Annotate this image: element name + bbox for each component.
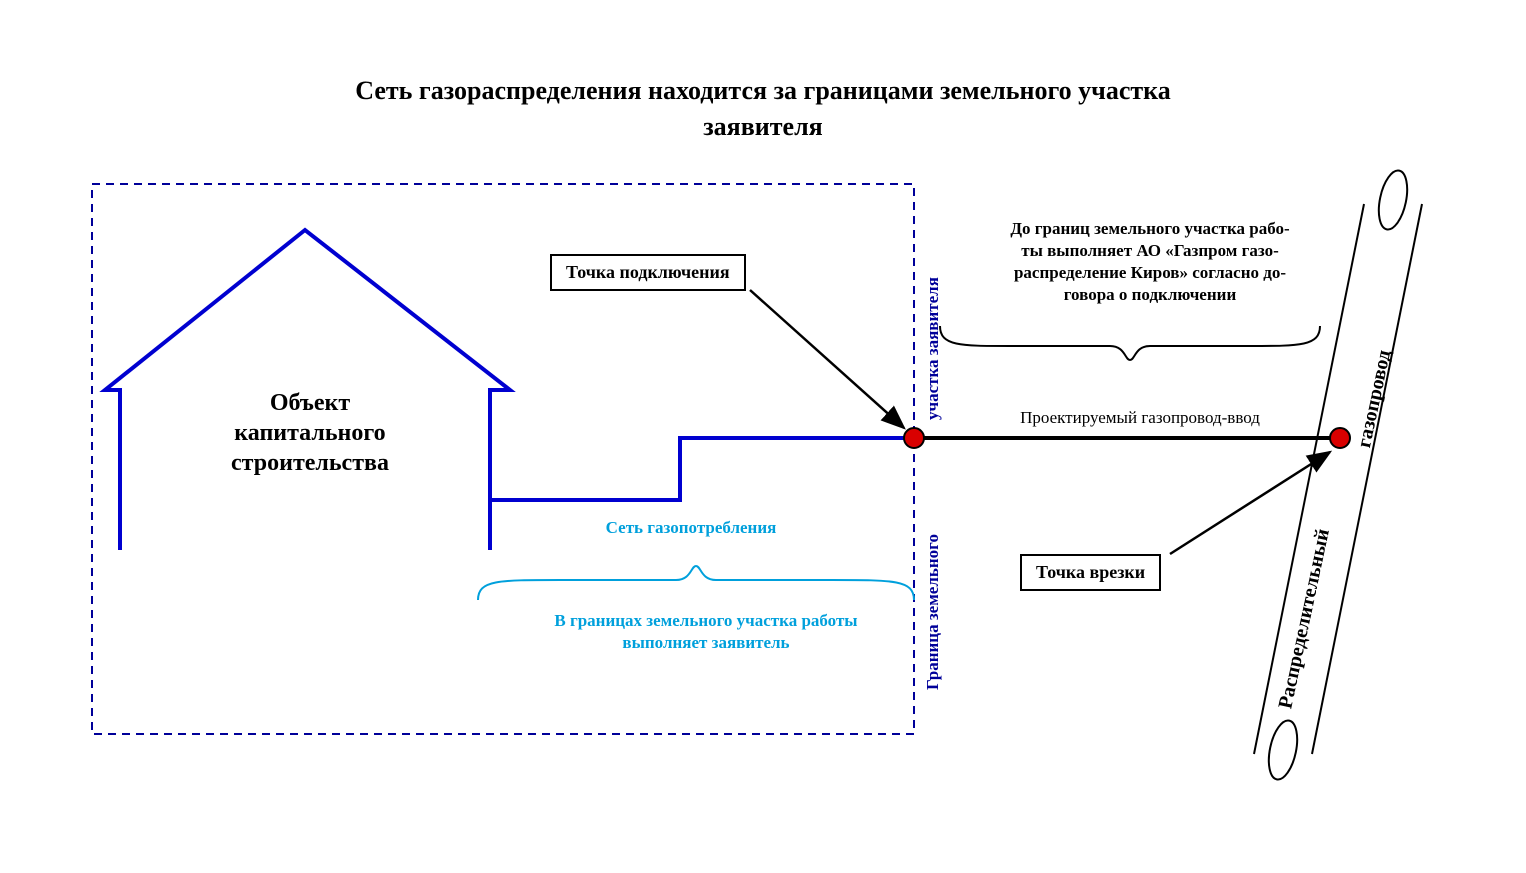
house-label: Объект капитального строительства <box>180 388 440 478</box>
brace-gazprom <box>940 326 1320 360</box>
gazprom-note-l3: распределение Киров» согласно до- <box>960 262 1340 284</box>
house-label-l3: строительства <box>180 448 440 478</box>
connection-point-label: Точка подключения <box>550 254 746 291</box>
applicant-note-l1: В границах земельного участка работы <box>506 610 906 632</box>
house-label-l2: капитального <box>180 418 440 448</box>
projected-input-label: Проектируемый газопровод-ввод <box>970 408 1310 428</box>
house-label-l1: Объект <box>180 388 440 418</box>
gazprom-note-l4: говора о подключении <box>960 284 1340 306</box>
pipe-label-bottom: Распределительный <box>1274 527 1334 711</box>
diagram-canvas: Сеть газораспределения находится за гран… <box>0 0 1526 873</box>
boundary-label-top: участка заявителя <box>923 277 942 420</box>
pipe-label-top: газопровод <box>1353 348 1395 450</box>
applicant-note-l2: выполняет заявитель <box>506 632 906 654</box>
consumption-net-label: Сеть газопотребления <box>556 518 826 538</box>
gazprom-note-l1: До границ земельного участка рабо- <box>960 218 1340 240</box>
applicant-note: В границах земельного участка работы вып… <box>506 610 906 654</box>
boundary-label-bottom: Граница земельного <box>923 534 942 690</box>
brace-applicant <box>478 566 914 600</box>
tiein-point-node <box>1330 428 1350 448</box>
connection-arrow <box>750 290 904 428</box>
tiein-point-label: Точка врезки <box>1020 554 1161 591</box>
consumption-line <box>490 438 914 500</box>
gazprom-note: До границ земельного участка рабо- ты вы… <box>960 218 1340 306</box>
tiein-arrow <box>1170 452 1330 554</box>
gazprom-note-l2: ты выполняет АО «Газпром газо- <box>960 240 1340 262</box>
connection-point-node <box>904 428 924 448</box>
